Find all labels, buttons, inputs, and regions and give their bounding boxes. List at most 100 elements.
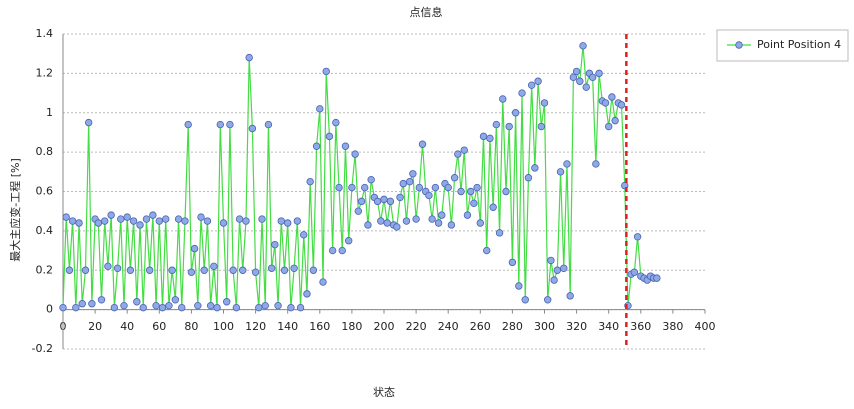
point xyxy=(293,217,302,225)
point xyxy=(556,168,565,176)
x-tick-label: 400 xyxy=(695,320,716,333)
point xyxy=(608,93,616,101)
point xyxy=(101,217,109,225)
x-tick-label: 360 xyxy=(630,320,651,333)
point xyxy=(569,73,578,82)
point xyxy=(271,240,279,249)
point xyxy=(123,213,131,221)
point xyxy=(527,81,536,89)
point xyxy=(357,197,366,206)
point xyxy=(431,183,440,192)
point xyxy=(399,179,407,188)
point xyxy=(200,266,208,274)
point xyxy=(515,282,523,290)
point xyxy=(454,150,462,158)
point xyxy=(534,77,542,85)
point xyxy=(595,69,603,78)
point xyxy=(495,229,504,237)
x-tick-label: 160 xyxy=(309,320,330,333)
point xyxy=(235,215,244,223)
x-tick-label: 280 xyxy=(502,320,523,333)
point xyxy=(223,298,231,306)
point xyxy=(383,219,391,227)
point xyxy=(502,187,510,196)
y-tick-label: 0.2 xyxy=(36,263,54,276)
y-tick-label: 1 xyxy=(46,106,53,119)
point xyxy=(518,89,526,97)
point xyxy=(335,183,343,192)
point xyxy=(540,99,549,107)
point xyxy=(258,215,266,223)
point xyxy=(155,217,163,225)
legend-label: Point Position 4 xyxy=(757,38,841,51)
point xyxy=(617,101,626,109)
y-tick-label: 0.6 xyxy=(36,185,54,198)
point xyxy=(447,221,456,229)
point xyxy=(120,301,128,310)
x-axis-label: 状态 xyxy=(373,385,395,399)
x-tick-label: 300 xyxy=(534,320,555,333)
x-tick-label: 140 xyxy=(277,320,298,333)
point xyxy=(226,120,234,129)
point xyxy=(280,266,289,274)
x-tick-label: 180 xyxy=(341,320,362,333)
point xyxy=(322,67,330,76)
point xyxy=(239,266,247,274)
point xyxy=(110,303,119,312)
point xyxy=(287,303,295,312)
point xyxy=(409,170,417,178)
chart-title: 点信息 xyxy=(410,5,443,19)
point xyxy=(232,303,241,312)
point xyxy=(367,175,375,184)
y-tick-label: 0.4 xyxy=(36,224,54,237)
point xyxy=(149,211,157,219)
point xyxy=(508,258,517,267)
point xyxy=(184,120,192,129)
point xyxy=(277,217,285,225)
point xyxy=(178,303,186,312)
point xyxy=(72,303,80,312)
y-tick-label: 0 xyxy=(46,303,53,316)
point xyxy=(412,215,420,223)
point xyxy=(505,122,513,131)
point xyxy=(312,142,321,150)
point xyxy=(251,268,260,276)
point xyxy=(450,174,459,182)
point xyxy=(300,231,308,239)
y-tick-label: 1.2 xyxy=(36,66,54,79)
point xyxy=(78,300,86,308)
point xyxy=(68,217,77,225)
point xyxy=(393,223,401,231)
point xyxy=(197,213,205,221)
point xyxy=(373,197,382,206)
point xyxy=(354,207,363,215)
point xyxy=(168,266,176,274)
point xyxy=(351,150,359,158)
point xyxy=(572,67,581,76)
x-tick-label: 100 xyxy=(213,320,234,333)
point xyxy=(476,219,484,227)
point xyxy=(537,122,545,131)
point xyxy=(107,211,115,219)
point xyxy=(245,53,253,62)
point xyxy=(267,264,276,272)
point xyxy=(59,303,67,312)
point xyxy=(361,183,369,192)
point xyxy=(206,301,215,310)
y-tick-label: 1.4 xyxy=(36,27,54,40)
x-tick-label: 220 xyxy=(406,320,427,333)
point xyxy=(62,213,70,221)
series-line xyxy=(62,45,657,308)
point xyxy=(261,301,269,310)
point xyxy=(425,191,433,200)
point xyxy=(560,264,568,272)
point xyxy=(653,274,661,282)
x-tick-label: 260 xyxy=(470,320,491,333)
point xyxy=(139,303,147,312)
point xyxy=(158,303,167,312)
point xyxy=(332,118,340,127)
point xyxy=(592,160,600,168)
point xyxy=(194,301,202,310)
point xyxy=(405,177,414,186)
